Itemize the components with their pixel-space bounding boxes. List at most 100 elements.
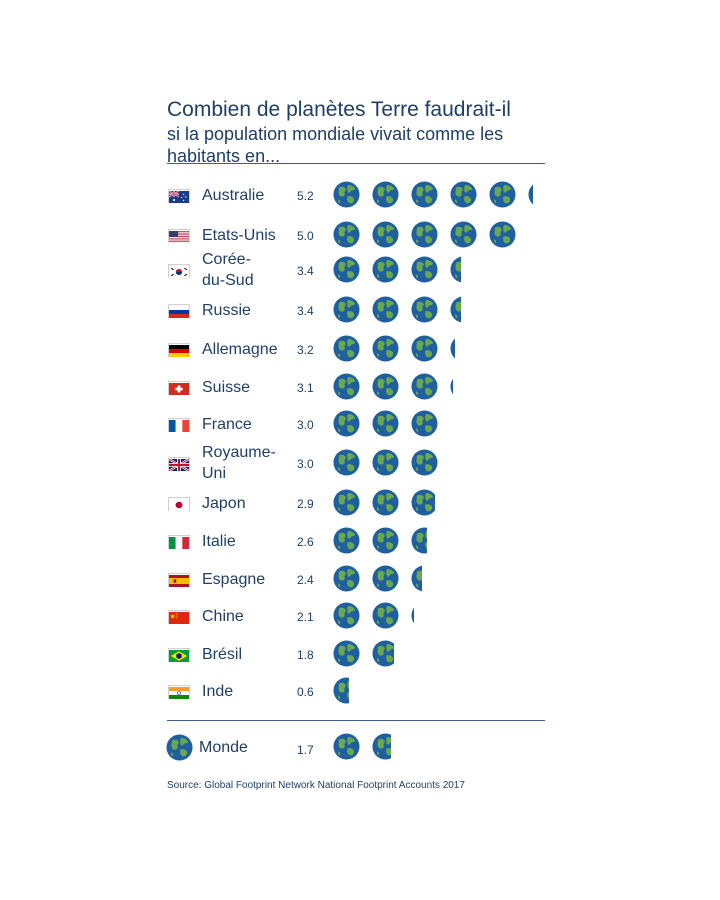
country-row: Australie 5.2 (0, 178, 720, 214)
chart-title-line-1: Combien de planètes Terre faudrait-il (167, 98, 511, 121)
bar-globe (372, 527, 399, 554)
bar-globe (372, 373, 399, 400)
bar-globe (372, 181, 399, 208)
flag-usa-icon (168, 229, 190, 243)
globe-bar (333, 486, 553, 522)
bar-globe (411, 449, 438, 476)
bar-globe (411, 181, 438, 208)
world-globe-icon (166, 734, 193, 761)
value-label: 2.6 (297, 535, 314, 549)
bar-globe (411, 221, 438, 248)
country-row: Suisse 3.1 (0, 370, 720, 406)
flag-germany-icon (168, 343, 190, 357)
title-divider (167, 163, 545, 164)
country-row: Russie 3.4 (0, 293, 720, 329)
bar-globe (333, 640, 360, 667)
bar-globe (411, 373, 438, 400)
world-globes (333, 730, 553, 766)
globe-bar (333, 218, 553, 254)
bar-globe (333, 449, 360, 476)
value-label: 3.4 (297, 264, 314, 278)
country-label: Etats-Unis (202, 227, 276, 244)
bar-globe (333, 602, 360, 629)
country-row: Espagne 2.4 (0, 562, 720, 598)
bar-globe (333, 256, 360, 283)
bar-globe (372, 449, 399, 476)
country-label: Chine (202, 608, 244, 625)
value-label: 5.2 (297, 189, 314, 203)
bar-partial-globe (450, 256, 461, 283)
bar-globe (333, 489, 360, 516)
country-label: Brésil (202, 646, 243, 663)
country-row: Brésil 1.8 (0, 637, 720, 673)
bar-partial-globe (450, 335, 455, 362)
value-label: 2.9 (297, 497, 314, 511)
bar-globe (333, 296, 360, 323)
flag-spain-icon (168, 573, 190, 587)
country-row: Allemagne 3.2 (0, 332, 720, 368)
value-label: 5.0 (297, 229, 314, 243)
bar-globe (372, 296, 399, 323)
bar-globe (333, 565, 360, 592)
globe-bar (333, 562, 553, 598)
globe-bar (333, 524, 553, 560)
globe-bar (333, 674, 553, 710)
globe-bar (333, 446, 553, 482)
bar-globe (372, 565, 399, 592)
bar-partial-globe (528, 181, 533, 208)
world-value: 1.7 (297, 743, 314, 757)
globe-bar (333, 599, 553, 635)
source-note: Source: Global Footprint Network Nationa… (167, 780, 465, 791)
globe-bar (333, 407, 553, 443)
country-row: France 3.0 (0, 407, 720, 443)
country-label: Espagne (202, 571, 266, 588)
value-label: 3.0 (297, 457, 314, 471)
value-label: 2.1 (297, 610, 314, 624)
bar-globe (333, 221, 360, 248)
flag-south-korea-icon (168, 264, 190, 278)
bar-globe (333, 181, 360, 208)
country-label: Suisse (202, 379, 251, 396)
country-label: Japon (202, 495, 246, 512)
world-divider (167, 720, 545, 721)
bar-globe (411, 296, 438, 323)
flag-china-icon (168, 610, 190, 624)
bar-partial-globe (411, 602, 414, 629)
country-label: du-Sud (202, 272, 254, 289)
bar-globe (450, 221, 477, 248)
bar-partial-globe (411, 565, 422, 592)
bar-globe (372, 602, 399, 629)
bar-globe (372, 256, 399, 283)
bar-globe (411, 256, 438, 283)
bar-globe (411, 410, 438, 437)
globe-bar (333, 370, 553, 406)
value-label: 1.8 (297, 648, 314, 662)
value-label: 3.1 (297, 381, 314, 395)
bar-partial-globe (411, 489, 435, 516)
globe-bar (333, 637, 553, 673)
bar-partial-globe (333, 677, 349, 704)
chart-title-line-3: habitants en... (167, 146, 281, 166)
value-label: 3.2 (297, 343, 314, 357)
flag-switzerland-icon (168, 381, 190, 395)
bar-globe (333, 527, 360, 554)
bar-globe (333, 410, 360, 437)
world-partial-globe (372, 733, 391, 760)
country-label: Corée- (202, 251, 251, 268)
world-label: Monde (199, 739, 248, 756)
bar-globe (450, 181, 477, 208)
country-row: Etats-Unis 5.0 (0, 218, 720, 254)
value-label: 2.4 (297, 573, 314, 587)
bar-globe (333, 373, 360, 400)
bar-partial-globe (372, 640, 394, 667)
country-row: Chine 2.1 (0, 599, 720, 635)
globe-bar (333, 293, 553, 329)
flag-australia-icon (168, 189, 190, 203)
country-label: Italie (202, 533, 236, 550)
country-label: Australie (202, 187, 265, 204)
flag-india-icon (168, 685, 190, 699)
bar-globe (372, 489, 399, 516)
bar-globe (372, 221, 399, 248)
globe-bar (333, 332, 553, 368)
country-row: Corée-du-Sud 3.4 (0, 251, 720, 289)
